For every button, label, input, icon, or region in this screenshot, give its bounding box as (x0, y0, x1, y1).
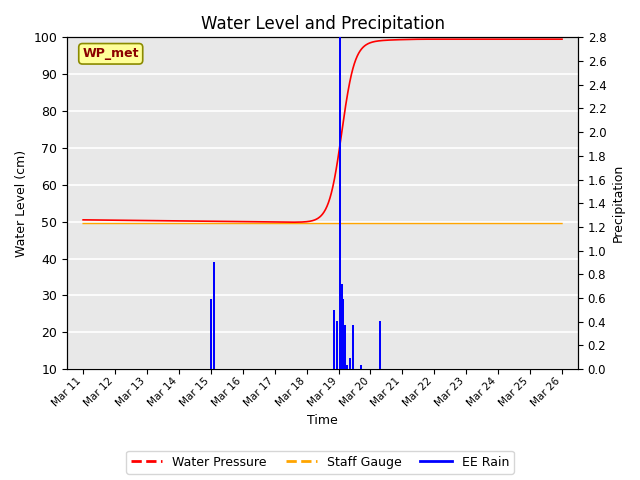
Bar (346, 365, 348, 369)
Bar (344, 325, 346, 369)
Bar (333, 310, 335, 369)
Bar (342, 299, 344, 369)
Bar (336, 321, 338, 369)
Title: Water Level and Precipitation: Water Level and Precipitation (200, 15, 445, 33)
Y-axis label: Water Level (cm): Water Level (cm) (15, 150, 28, 257)
Bar (360, 365, 362, 369)
Bar (339, 37, 341, 369)
Bar (210, 299, 212, 369)
X-axis label: Time: Time (307, 414, 338, 427)
Legend: Water Pressure, Staff Gauge, EE Rain: Water Pressure, Staff Gauge, EE Rain (126, 451, 514, 474)
Text: WP_met: WP_met (83, 48, 139, 60)
Bar (352, 325, 354, 369)
Bar (379, 321, 381, 369)
Bar (349, 358, 351, 369)
Bar (213, 262, 215, 369)
Y-axis label: Precipitation: Precipitation (612, 164, 625, 242)
Bar (340, 284, 343, 369)
